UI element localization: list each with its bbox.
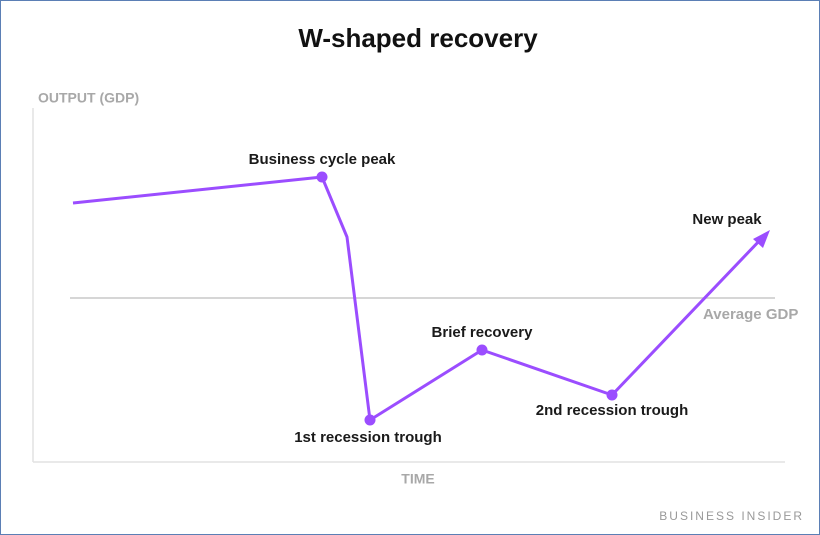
annotation: New peak [692, 211, 762, 228]
title: W-shaped recovery [298, 23, 538, 53]
annotation: 2nd recession trough [536, 402, 689, 419]
point [364, 414, 376, 426]
point [476, 344, 488, 356]
average-label: Average GDP [703, 306, 798, 323]
arrow-head [753, 230, 770, 248]
point [316, 171, 328, 183]
source: BUSINESS INSIDER [659, 509, 804, 523]
x-axis-label: TIME [401, 471, 434, 487]
annotation: 1st recession trough [294, 429, 442, 446]
annotation: Business cycle peak [249, 151, 396, 168]
y-axis-label: OUTPUT (GDP) [38, 90, 139, 106]
annotation: Brief recovery [432, 324, 534, 341]
point [606, 389, 618, 401]
